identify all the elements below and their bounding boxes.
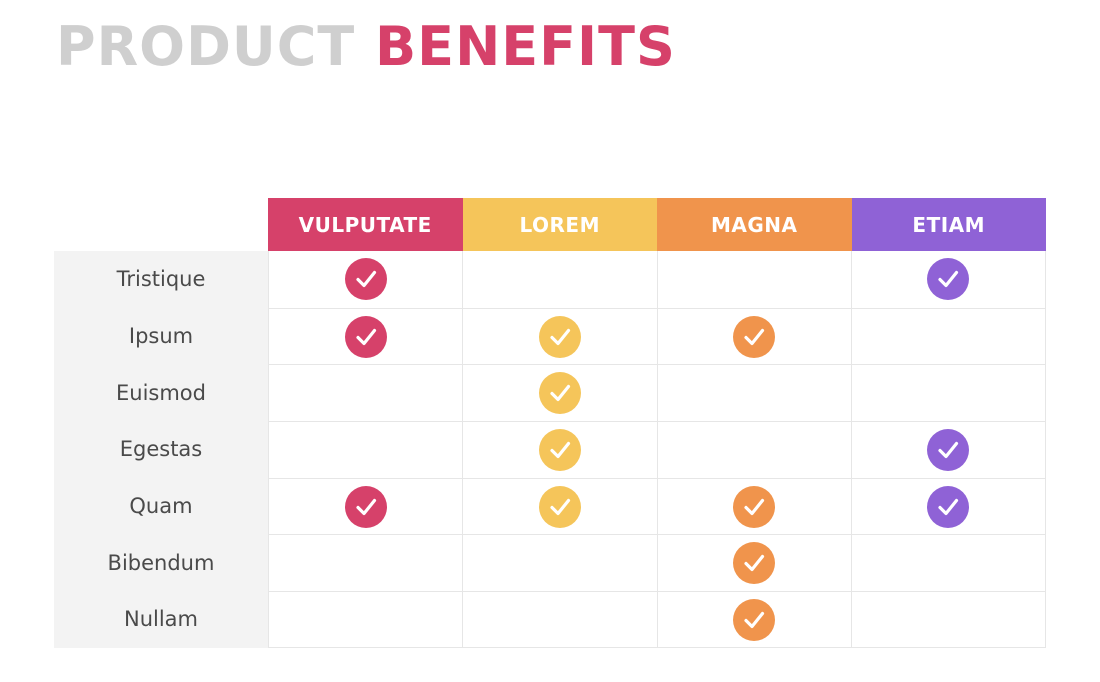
grid-cell — [462, 477, 657, 535]
grid-cell — [268, 477, 463, 535]
column-header-magna: MAGNA — [657, 198, 852, 251]
page-title: PRODUCT BENEFITS — [56, 12, 676, 82]
grid-cell — [462, 534, 657, 592]
check-circle-icon — [538, 315, 581, 358]
column-header-etiam: ETIAM — [851, 198, 1046, 251]
grid-cell — [462, 421, 657, 478]
row-label-column: Tristique Ipsum Euismod Egestas Quam Bibendum… — [54, 251, 268, 648]
grid-cell — [268, 591, 463, 648]
grid-cell — [850, 421, 1045, 478]
table-row — [268, 364, 1045, 422]
grid-cell — [850, 251, 1045, 308]
check-circle-icon — [344, 258, 387, 301]
row-label-nullam: Nullam — [123, 607, 198, 632]
title-part-product: PRODUCT — [56, 15, 356, 78]
check-circle-icon — [344, 315, 387, 358]
row-label-quam: Quam — [129, 494, 193, 519]
benefits-grid — [268, 251, 1046, 648]
column-header-vulputate: VULPUTATE — [268, 198, 463, 251]
column-header-lorem: LOREM — [462, 198, 657, 251]
row-label-bibendum: Bibendum — [107, 550, 215, 575]
grid-cell — [850, 364, 1045, 422]
check-circle-icon — [927, 258, 970, 301]
grid-cell — [656, 364, 851, 422]
grid-cell — [268, 307, 463, 365]
grid-cell — [268, 364, 463, 422]
grid-cell — [656, 251, 851, 308]
grid-cell — [656, 307, 851, 365]
row-label-ipsum: Ipsum — [128, 324, 194, 349]
grid-cell — [268, 534, 463, 592]
grid-cell — [850, 591, 1045, 648]
grid-cell — [656, 591, 851, 648]
title-part-benefits: BENEFITS — [375, 15, 676, 78]
grid-cell — [850, 534, 1045, 592]
check-circle-icon — [538, 372, 581, 415]
table-row — [268, 477, 1045, 535]
table-row — [268, 307, 1045, 365]
check-circle-icon — [927, 428, 970, 471]
check-circle-icon — [538, 428, 581, 471]
check-circle-icon — [733, 315, 776, 358]
check-circle-icon — [538, 485, 581, 528]
grid-cell — [268, 251, 462, 308]
grid-cell — [462, 591, 657, 648]
grid-cell — [268, 421, 463, 478]
grid-cell — [462, 364, 657, 422]
table-row — [268, 251, 1045, 308]
grid-cell — [462, 251, 656, 308]
check-circle-icon — [344, 485, 387, 528]
row-label-euismod: Euismod — [116, 380, 206, 405]
row-label-tristique: Tristique — [116, 267, 206, 292]
check-circle-icon — [733, 542, 776, 585]
check-circle-icon — [733, 485, 776, 528]
table-row — [268, 421, 1045, 478]
grid-cell — [656, 421, 851, 478]
table-row — [268, 591, 1045, 648]
column-header-row: VULPUTATE LOREM MAGNA ETIAM — [268, 198, 1046, 251]
row-label-egestas: Egestas — [119, 437, 203, 462]
grid-cell — [656, 477, 851, 535]
grid-cell — [850, 307, 1045, 365]
check-circle-icon — [927, 485, 970, 528]
grid-cell — [850, 477, 1045, 535]
grid-cell — [656, 534, 851, 592]
grid-cell — [462, 307, 657, 365]
table-row — [268, 534, 1045, 592]
check-circle-icon — [733, 598, 776, 641]
